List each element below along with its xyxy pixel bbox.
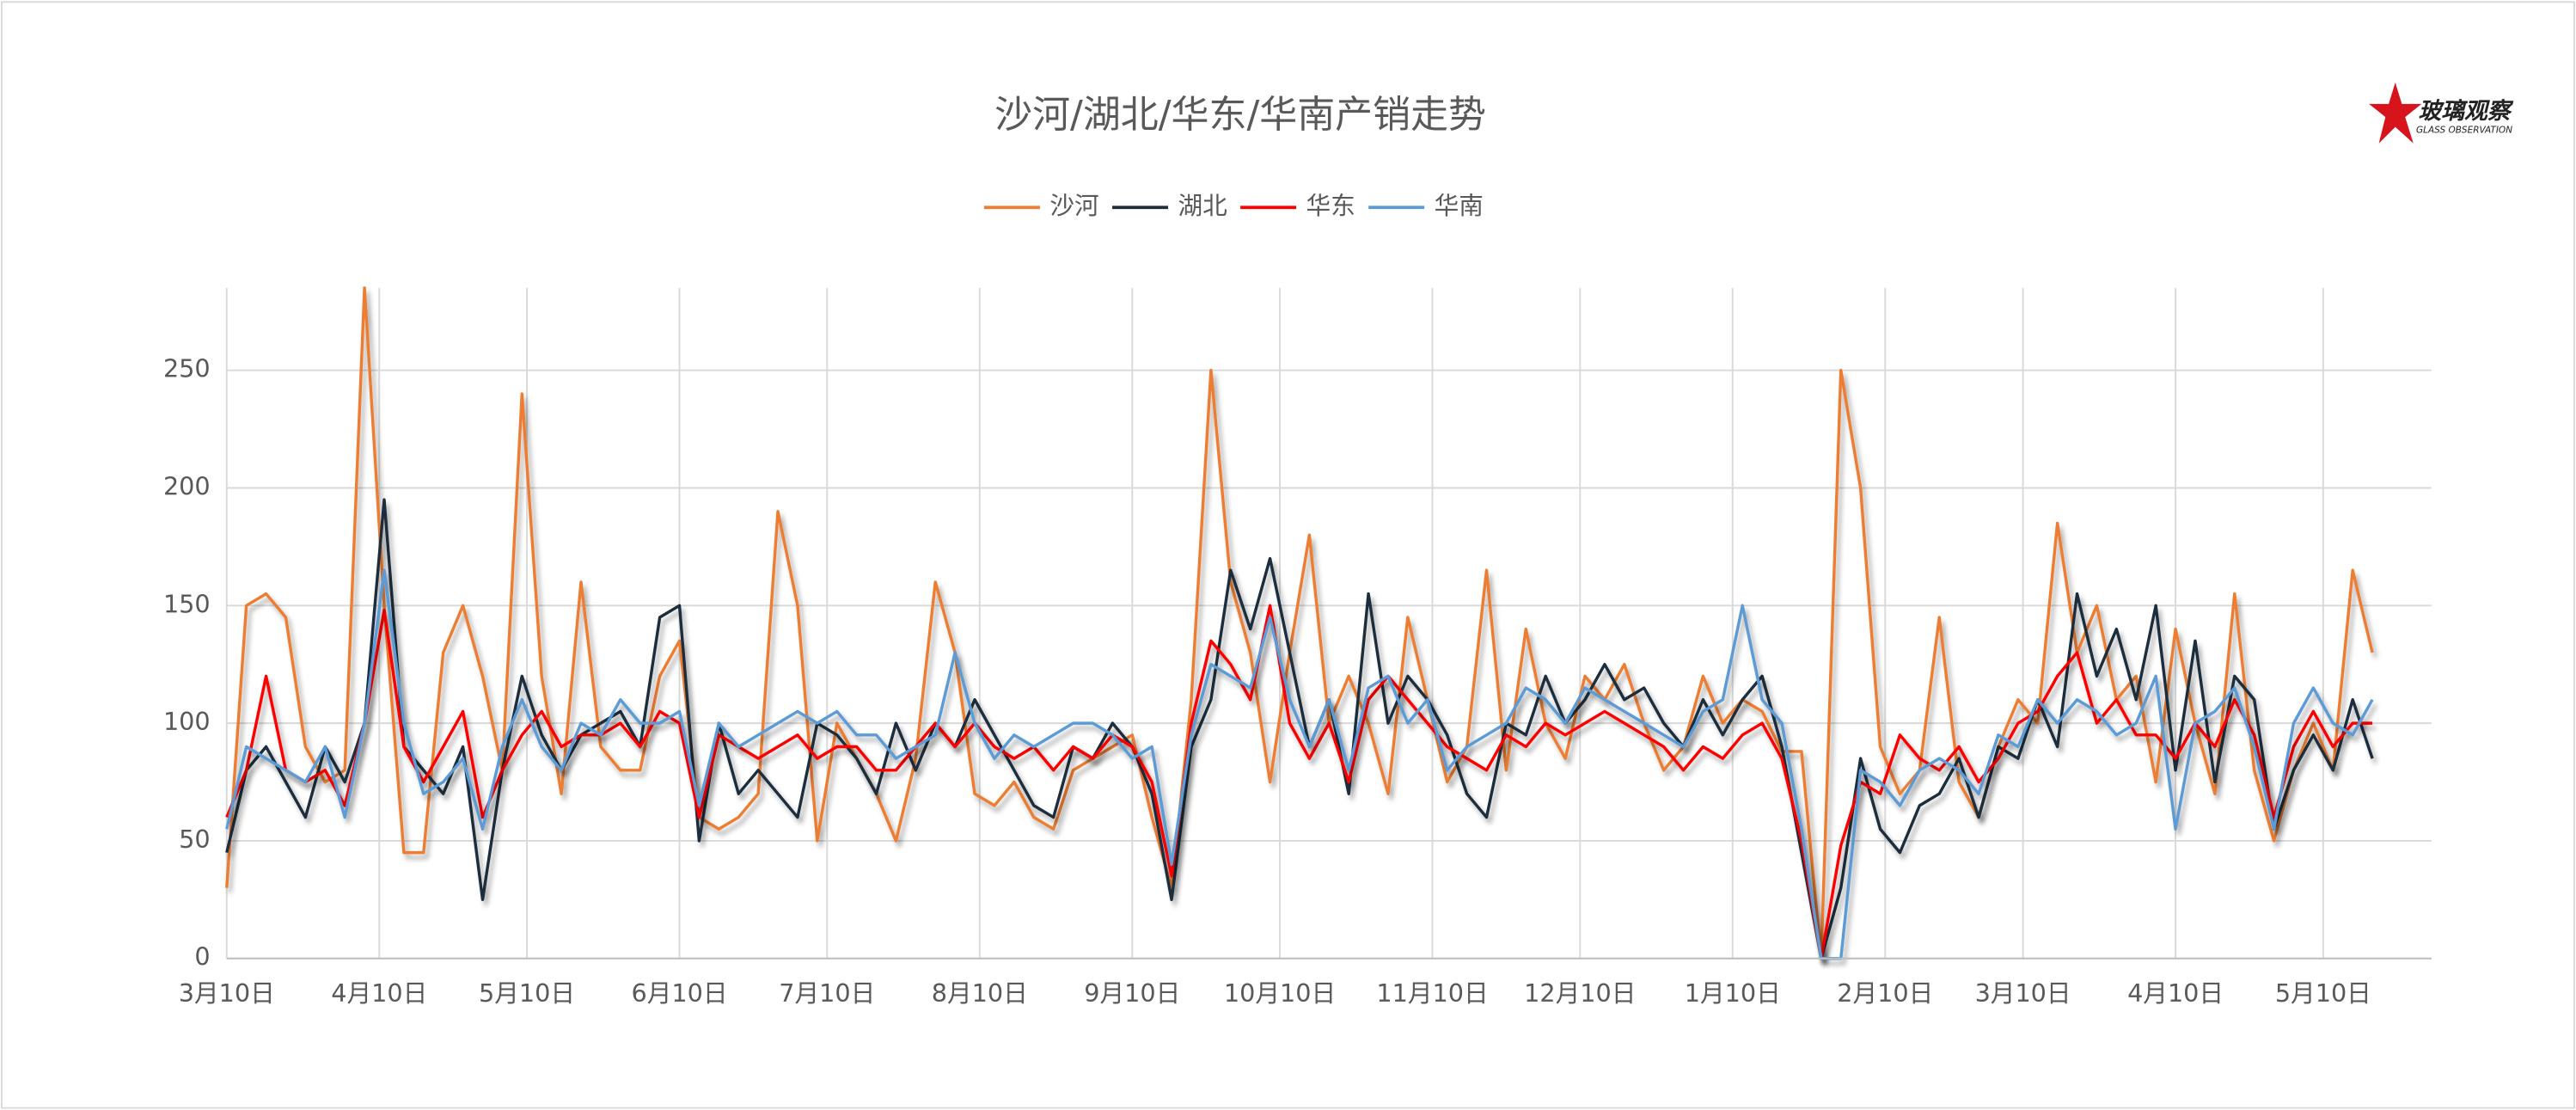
x-tick-label: 3月10日	[179, 978, 275, 1008]
y-tick-label: 0	[194, 942, 210, 972]
legend-label: 华东	[1306, 191, 1355, 220]
y-tick-label: 150	[163, 589, 211, 618]
series-line	[225, 604, 2373, 960]
x-tick-label: 4月10日	[331, 978, 427, 1008]
x-tick-label: 11月10日	[1376, 978, 1488, 1008]
x-tick-label: 9月10日	[1084, 978, 1180, 1008]
legend: 沙河 湖北 华东 华南	[983, 191, 1484, 220]
y-tick-label: 200	[163, 471, 211, 500]
x-tick-label: 5月10日	[479, 978, 575, 1008]
x-tick-label: 4月10日	[2127, 978, 2224, 1008]
legend-label: 湖北	[1178, 191, 1227, 220]
plot	[225, 286, 2432, 960]
logo-star	[2369, 82, 2422, 144]
series-line	[225, 498, 2374, 960]
logo-text: 玻璃观察	[2419, 98, 2514, 125]
x-tick-label: 7月10日	[779, 978, 875, 1008]
x-tick-label: 3月10日	[1975, 978, 2071, 1008]
y-tick-label: 50	[179, 825, 210, 854]
grid: 0 50 100 150 200 250 3月10日 4月10日 5月10日 6月10日 7月10日…	[163, 287, 2432, 1008]
legend-label: 沙河	[1049, 191, 1098, 220]
series-line	[225, 568, 2374, 960]
logo: 玻璃观察 GLASS OBSERVATION	[2369, 82, 2514, 144]
x-tick-label: 10月10日	[1224, 978, 1336, 1008]
series-line	[225, 286, 2374, 960]
y-tick-label: 250	[163, 354, 211, 383]
x-tick-label: 8月10日	[932, 978, 1028, 1008]
x-tick-label: 12月10日	[1524, 978, 1636, 1008]
x-tick-label: 2月10日	[1837, 978, 1933, 1008]
x-tick-label: 1月10日	[1685, 978, 1781, 1008]
legend-label: 华南	[1435, 191, 1484, 220]
chart-title: 沙河/湖北/华东/华南产销走势	[994, 93, 1486, 137]
y-tick-label: 100	[163, 707, 211, 736]
logo-subtext: GLASS OBSERVATION	[2416, 125, 2512, 135]
x-tick-label: 5月10日	[2275, 978, 2371, 1008]
x-tick-label: 6月10日	[632, 978, 728, 1008]
